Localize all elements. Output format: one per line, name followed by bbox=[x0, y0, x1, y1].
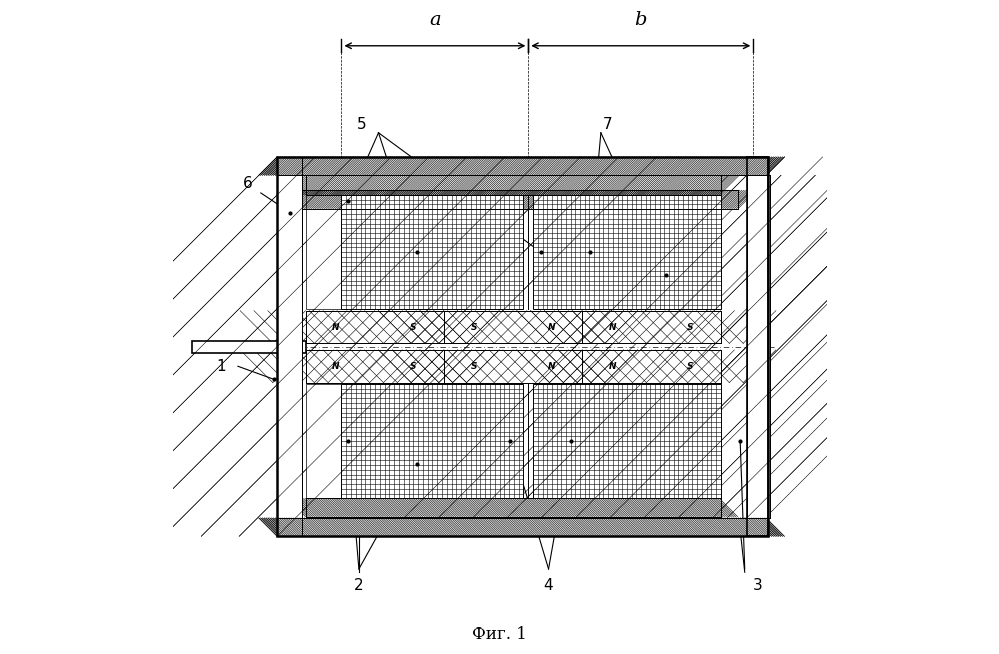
Text: Фиг. 1: Фиг. 1 bbox=[473, 626, 526, 643]
Text: S: S bbox=[411, 322, 417, 332]
Text: N: N bbox=[333, 362, 340, 371]
Bar bbox=[444, 311, 582, 343]
Bar bbox=[444, 350, 582, 383]
Bar bbox=[342, 384, 523, 498]
Text: a: a bbox=[430, 11, 441, 29]
Bar bbox=[306, 311, 444, 343]
Bar bbox=[277, 157, 303, 536]
Bar bbox=[306, 311, 444, 343]
Text: S: S bbox=[687, 322, 693, 332]
Bar bbox=[277, 157, 767, 175]
Bar bbox=[277, 157, 303, 536]
Bar bbox=[277, 518, 767, 536]
Bar bbox=[306, 498, 720, 517]
Bar bbox=[582, 350, 720, 383]
Text: N: N bbox=[548, 362, 555, 371]
Bar bbox=[582, 311, 720, 343]
Bar bbox=[342, 195, 523, 309]
Bar bbox=[746, 175, 769, 518]
Bar bbox=[277, 518, 767, 536]
Bar bbox=[192, 341, 306, 353]
Bar bbox=[306, 384, 342, 498]
Bar bbox=[277, 518, 767, 536]
Bar bbox=[277, 157, 767, 175]
Bar bbox=[277, 157, 767, 175]
Bar bbox=[306, 195, 342, 309]
Bar bbox=[746, 157, 767, 536]
Bar bbox=[746, 175, 769, 518]
Bar bbox=[303, 190, 738, 209]
Bar bbox=[533, 195, 720, 309]
Text: S: S bbox=[472, 322, 478, 332]
Bar bbox=[746, 157, 767, 536]
Text: N: N bbox=[333, 322, 340, 332]
Bar bbox=[306, 350, 444, 383]
Bar bbox=[306, 350, 444, 383]
Bar bbox=[277, 157, 303, 536]
Bar bbox=[746, 175, 769, 518]
Text: 3: 3 bbox=[753, 578, 762, 593]
Bar bbox=[533, 384, 720, 498]
Bar bbox=[582, 350, 720, 383]
Text: b: b bbox=[634, 11, 647, 29]
Bar bbox=[277, 157, 303, 536]
Text: S: S bbox=[411, 362, 417, 371]
Bar bbox=[746, 157, 767, 536]
Bar bbox=[277, 518, 767, 536]
Text: N: N bbox=[548, 322, 555, 332]
Text: 7: 7 bbox=[602, 117, 612, 131]
Text: 1: 1 bbox=[217, 359, 227, 373]
Bar bbox=[277, 157, 767, 536]
Bar bbox=[306, 175, 720, 195]
Text: S: S bbox=[687, 362, 693, 371]
Bar bbox=[444, 311, 582, 343]
Text: S: S bbox=[472, 362, 478, 371]
Bar bbox=[746, 175, 769, 518]
Bar bbox=[303, 190, 738, 209]
Text: 5: 5 bbox=[358, 117, 367, 131]
Text: N: N bbox=[609, 322, 616, 332]
Bar bbox=[277, 157, 767, 175]
Text: 2: 2 bbox=[354, 578, 364, 593]
Text: 4: 4 bbox=[543, 578, 553, 593]
Bar bbox=[306, 175, 720, 195]
Text: N: N bbox=[609, 362, 616, 371]
Bar bbox=[444, 350, 582, 383]
Bar bbox=[306, 498, 720, 517]
Text: 6: 6 bbox=[243, 176, 253, 190]
Bar bbox=[582, 311, 720, 343]
